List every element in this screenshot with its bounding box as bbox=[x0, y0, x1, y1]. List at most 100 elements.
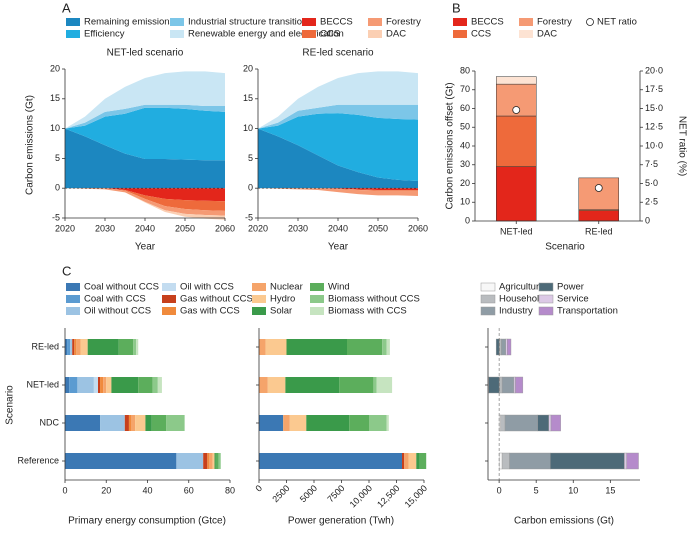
bar-segment bbox=[504, 414, 538, 432]
x-tick-label: 40 bbox=[142, 485, 152, 495]
bar-segment bbox=[70, 339, 73, 355]
y-tick-label: RE-led bbox=[31, 341, 59, 351]
bar-segment bbox=[218, 453, 221, 469]
y-tick-label: 0 bbox=[55, 183, 60, 193]
legend-swatch bbox=[310, 307, 324, 315]
x-tick-label: 7500 bbox=[325, 483, 346, 504]
x-tick-label: 2040 bbox=[328, 223, 348, 233]
bar-segment bbox=[283, 415, 290, 431]
legend-swatch bbox=[252, 283, 266, 291]
y-tick-label: 60 bbox=[460, 103, 470, 113]
x-tick-label: 10,000 bbox=[348, 483, 375, 510]
legend-label: Coal with CCS bbox=[84, 294, 146, 305]
bar-segment bbox=[386, 415, 389, 431]
legend-swatch bbox=[162, 307, 176, 315]
y-tick-label: Reference bbox=[17, 455, 59, 465]
bar-segment bbox=[98, 377, 101, 393]
legend-swatch bbox=[302, 30, 316, 38]
y-tick-label: 10·0 bbox=[645, 140, 663, 150]
panel-label: C bbox=[62, 263, 71, 278]
bar-segment bbox=[501, 338, 506, 356]
legend-swatch bbox=[66, 307, 80, 315]
area-layer bbox=[65, 128, 225, 189]
bar-segment bbox=[151, 415, 167, 431]
bar-segment bbox=[578, 210, 619, 222]
bar-segment bbox=[509, 452, 551, 470]
legend-label: Transportation bbox=[557, 306, 618, 317]
bar-segment bbox=[65, 415, 101, 431]
bar-segment bbox=[100, 377, 104, 393]
x-axis-label: Carbon emissions (Gt) bbox=[514, 516, 614, 527]
legend-swatch bbox=[66, 295, 80, 303]
y-tick-label: 5 bbox=[248, 153, 253, 163]
bar-segment bbox=[339, 377, 374, 393]
bar-segment bbox=[501, 376, 515, 394]
y-tick-label: -5 bbox=[245, 212, 253, 222]
bar-segment bbox=[106, 377, 112, 393]
bar-segment bbox=[416, 453, 420, 469]
legend-swatch bbox=[310, 295, 324, 303]
bar-segment bbox=[124, 415, 129, 431]
legend-label: Wind bbox=[328, 282, 350, 293]
bar-segment bbox=[513, 376, 516, 394]
area-layer bbox=[258, 188, 418, 196]
legend-swatch bbox=[162, 283, 176, 291]
legend-label: Biomass with CCS bbox=[328, 306, 407, 317]
y-tick-label: 10 bbox=[50, 123, 60, 133]
legend-swatch bbox=[302, 18, 316, 26]
legend-label: Forestry bbox=[386, 17, 421, 28]
legend-swatch bbox=[252, 295, 266, 303]
bar-segment bbox=[203, 453, 208, 469]
x-tick-label: 0 bbox=[253, 483, 264, 494]
legend-swatch bbox=[538, 294, 554, 304]
legend-swatch bbox=[368, 18, 382, 26]
y-tick-label: -5 bbox=[52, 212, 60, 222]
bar-segment bbox=[111, 377, 139, 393]
bar-segment bbox=[419, 453, 427, 469]
y-tick-label: 2·5 bbox=[645, 197, 658, 207]
legend-label: BECCS bbox=[471, 17, 504, 28]
bar-segment bbox=[80, 339, 88, 355]
legend-swatch bbox=[252, 307, 266, 315]
bar-segment bbox=[537, 414, 549, 432]
y-tick-label: 20·0 bbox=[645, 65, 663, 75]
y-axis-label: Carbon emissions offset (Gt) bbox=[445, 82, 456, 209]
bar-segment bbox=[259, 377, 268, 393]
bar-segment bbox=[408, 453, 417, 469]
legend-swatch bbox=[66, 18, 80, 26]
x-axis-label: Scenario bbox=[545, 242, 585, 253]
bar-segment bbox=[626, 452, 639, 470]
bar-segment bbox=[515, 376, 524, 394]
panel-label: B bbox=[452, 0, 461, 15]
bar-segment bbox=[548, 414, 552, 432]
bar-segment bbox=[265, 339, 287, 355]
legend-label: Industrial structure transition bbox=[188, 17, 307, 28]
x-tick-label: 20 bbox=[101, 485, 111, 495]
bar-segment bbox=[286, 339, 347, 355]
ratio-marker bbox=[594, 184, 603, 192]
legend-label: Biomass without CCS bbox=[328, 294, 420, 305]
legend-label: Oil with CCS bbox=[180, 282, 234, 293]
y-axis-label: Scenario bbox=[5, 385, 16, 425]
y-tick-label: 17·5 bbox=[645, 84, 663, 94]
area-layer bbox=[258, 188, 418, 191]
legend-swatch bbox=[170, 18, 184, 26]
legend-label: Nuclear bbox=[270, 282, 303, 293]
area-layer bbox=[65, 104, 225, 129]
bar-segment bbox=[87, 339, 119, 355]
legend-swatch bbox=[538, 282, 554, 292]
legend-label: Efficiency bbox=[84, 29, 125, 40]
legend-swatch bbox=[453, 18, 467, 26]
y-tick-label: 15 bbox=[243, 93, 253, 103]
bar-segment bbox=[289, 415, 307, 431]
y-tick-label: 20 bbox=[50, 63, 60, 73]
x-tick-label: 15,000 bbox=[403, 483, 430, 510]
bar-segment bbox=[488, 376, 500, 394]
y-tick-label: 20 bbox=[460, 178, 470, 188]
bar-segment bbox=[145, 415, 152, 431]
ratio-marker bbox=[512, 106, 521, 114]
bar-segment bbox=[118, 339, 134, 355]
bar-segment bbox=[349, 415, 369, 431]
legend-swatch bbox=[66, 283, 80, 291]
area-layer bbox=[65, 188, 225, 211]
